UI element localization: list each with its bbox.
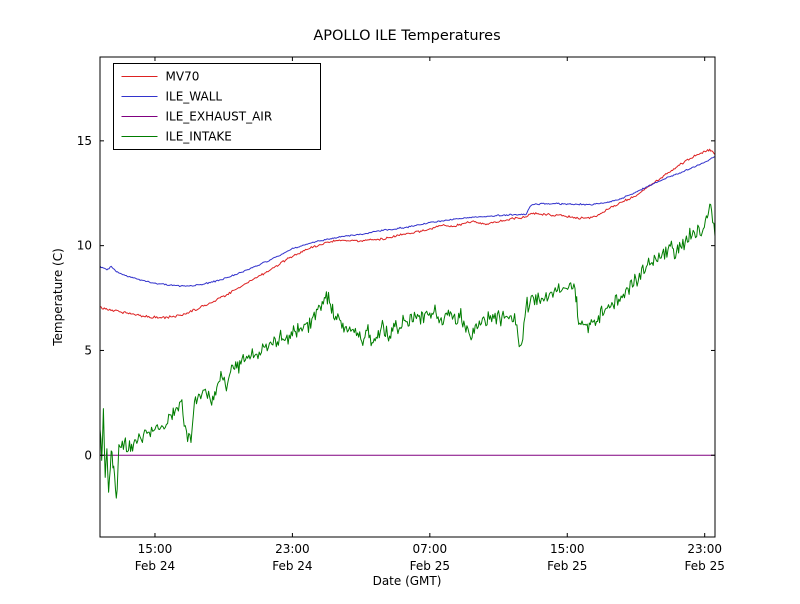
- axis-tick-labels: 15:00 Feb 24 23:00 Feb 24 07:00 Feb 25 15:00 Fe…: [77, 134, 725, 573]
- x-tick-label-date: Feb 25: [410, 559, 450, 573]
- x-tick-label-date: Feb 24: [135, 559, 175, 573]
- y-tick-label: 15: [77, 134, 92, 148]
- legend-item-ile_wall: ILE_WALL: [121, 90, 223, 104]
- legend-label: MV70: [166, 70, 200, 84]
- legend-item-ile_exhaust_air: ILE_EXHAUST_AIR: [121, 110, 273, 124]
- x-tick-label-time: 07:00: [413, 542, 448, 556]
- legend-item-mv70: MV70: [121, 70, 200, 84]
- series-line-ile_wall: [100, 156, 715, 288]
- legend-box: [113, 63, 321, 150]
- axis-ticks: [100, 57, 715, 537]
- legend-label: ILE_EXHAUST_AIR: [166, 110, 273, 124]
- series-line-ile_intake: [100, 203, 715, 499]
- x-tick-label-date: Feb 25: [685, 559, 725, 573]
- y-tick-label: 5: [84, 343, 92, 357]
- x-tick-label-time: 23:00: [275, 542, 310, 556]
- y-tick-label: 0: [84, 448, 92, 462]
- x-tick-label-date: Feb 24: [272, 559, 312, 573]
- y-tick-label: 10: [77, 239, 92, 253]
- legend: MV70 ILE_WALL ILE_EXHAUST_AIR ILE_INTAKE: [113, 63, 321, 150]
- series-line-mv70: [100, 148, 715, 320]
- x-tick-label-time: 23:00: [687, 542, 722, 556]
- legend-item-ile_intake: ILE_INTAKE: [121, 130, 232, 144]
- x-tick-label-time: 15:00: [138, 542, 173, 556]
- plot-series: [100, 148, 715, 499]
- x-tick-label-time: 15:00: [550, 542, 585, 556]
- plot-frame: [99, 56, 716, 538]
- legend-label: ILE_INTAKE: [166, 130, 232, 144]
- x-axis-label: Date (GMT): [373, 574, 442, 588]
- legend-label: ILE_WALL: [166, 90, 223, 104]
- y-axis-label: Temperature (C): [51, 248, 65, 347]
- chart-title: APOLLO ILE Temperatures: [313, 28, 500, 44]
- x-tick-label-date: Feb 25: [547, 559, 587, 573]
